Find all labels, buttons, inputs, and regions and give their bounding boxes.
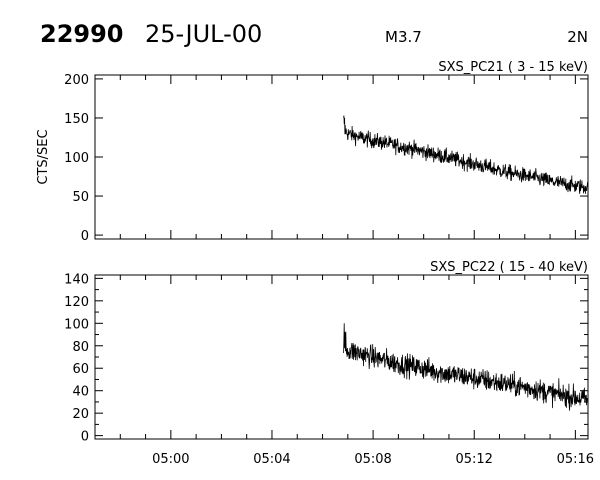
y-tick-label-pc21: 0 xyxy=(81,229,89,244)
plot-frame-pc21 xyxy=(94,74,589,240)
y-tick-label-pc22: 120 xyxy=(64,295,89,310)
y-tick-label-pc22: 140 xyxy=(64,272,89,287)
count-rate-trace-pc22 xyxy=(343,323,589,411)
y-tick-label-pc21: 50 xyxy=(72,190,89,205)
y-tick-label-pc21: 200 xyxy=(64,73,89,88)
axis-ticks-pc22: 0 20 40 60 80 100 120 140 05:00 05:04 05:08 05:12 05… xyxy=(64,272,594,467)
panel-title-pc22: SXS_PC22 ( 15 - 40 keV) xyxy=(430,260,588,275)
y-tick-label-pc21: 100 xyxy=(64,151,89,166)
x-tick-label-pc22: 05:00 xyxy=(152,452,189,467)
y-tick-label-pc22: 40 xyxy=(72,385,89,400)
count-rate-trace-pc21 xyxy=(343,115,589,194)
axis-ticks-pc21: 0 50 100 150 200 xyxy=(64,73,588,244)
panel-pc22: SXS_PC22 ( 15 - 40 keV) 0 20 40 60 80 100 120 1… xyxy=(64,260,594,467)
event-date: 25-JUL-00 xyxy=(145,20,262,48)
y-tick-label-pc22: 80 xyxy=(72,340,89,355)
panel-title-pc21: SXS_PC21 ( 3 - 15 keV) xyxy=(438,60,588,75)
x-tick-label-pc22: 05:04 xyxy=(253,452,290,467)
x-tick-label-pc22: 05:12 xyxy=(455,452,492,467)
header-label-right: 2N xyxy=(567,28,588,46)
event-id: 22990 xyxy=(40,20,124,48)
y-tick-label-pc22: 60 xyxy=(72,362,89,377)
plot-frame-pc22 xyxy=(94,274,589,440)
y-axis-label-pc21: CTS/SEC xyxy=(36,129,51,184)
y-tick-label-pc22: 100 xyxy=(64,317,89,332)
y-tick-label-pc21: 150 xyxy=(64,112,89,127)
y-tick-label-pc22: 0 xyxy=(81,430,89,445)
x-tick-label-pc22: 05:16 xyxy=(557,452,594,467)
x-tick-label-pc22: 05:08 xyxy=(354,452,391,467)
flare-class: M3.7 xyxy=(385,28,422,46)
panel-pc21: SXS_PC21 ( 3 - 15 keV) CTS/SEC 0 50 100 150… xyxy=(36,60,589,244)
y-tick-label-pc22: 20 xyxy=(72,407,89,422)
